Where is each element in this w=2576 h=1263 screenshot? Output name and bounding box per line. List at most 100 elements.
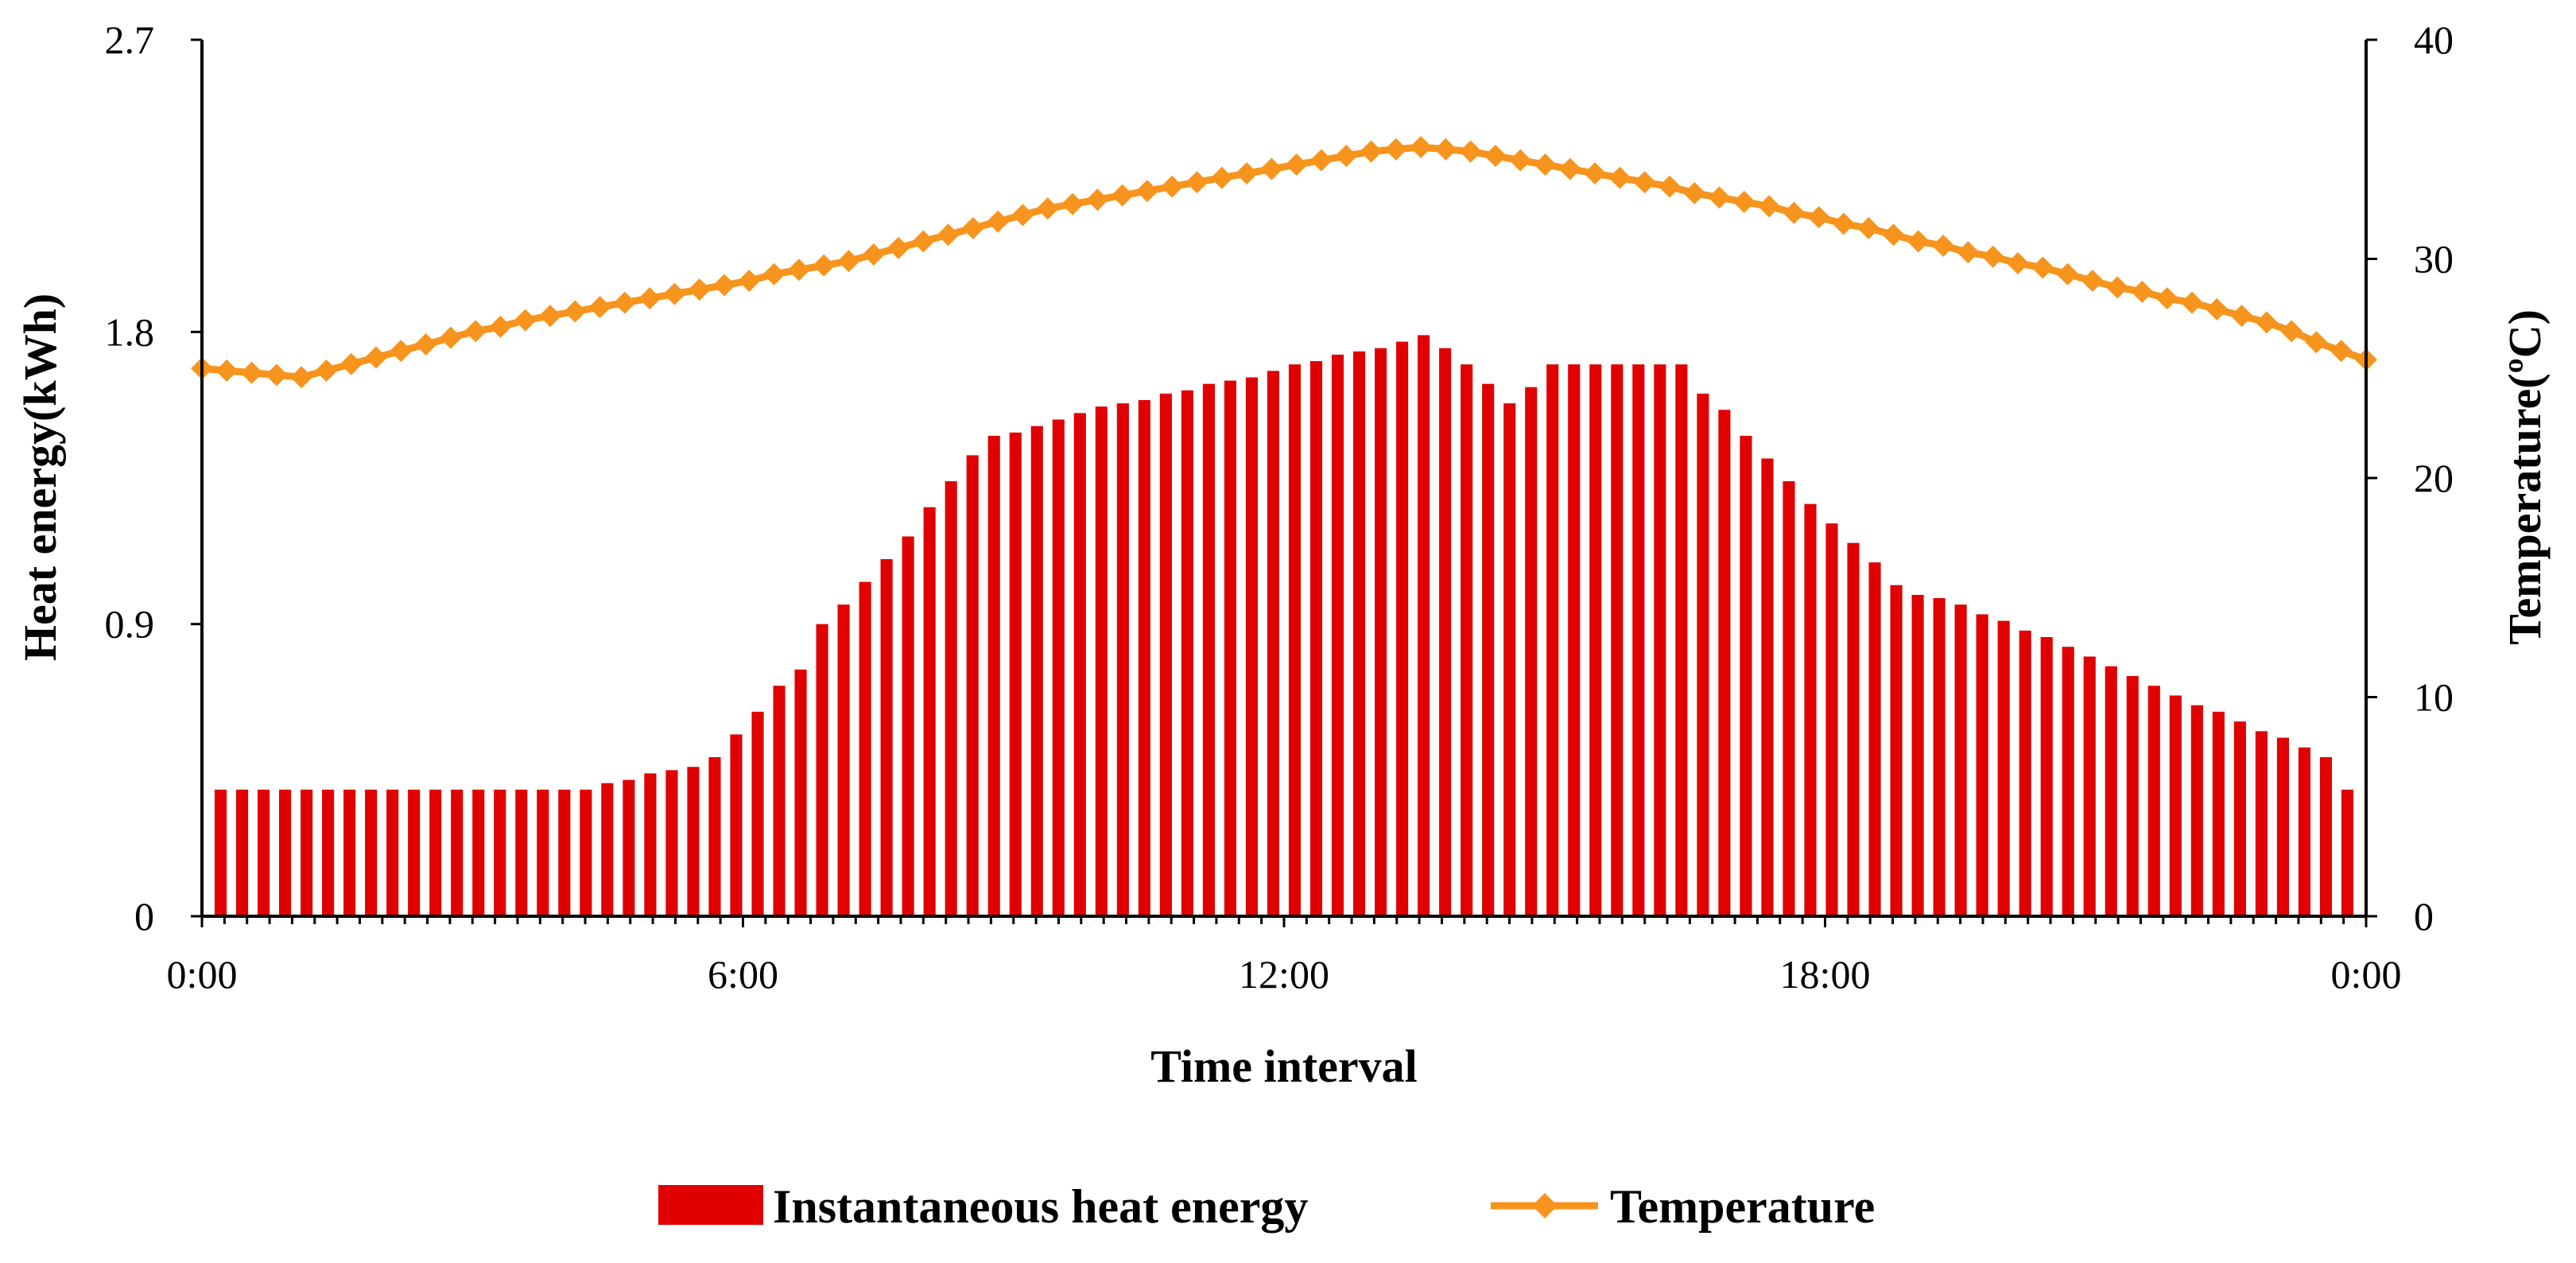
heat-energy-bar bbox=[1396, 341, 1409, 917]
temperature-point bbox=[1236, 162, 1259, 185]
heat-energy-bar bbox=[429, 789, 442, 916]
temperature-point bbox=[1758, 195, 1781, 218]
heat-energy-bar bbox=[1568, 364, 1581, 916]
temperature-point bbox=[813, 254, 836, 277]
heat-energy-bar bbox=[1783, 481, 1795, 916]
temperature-point bbox=[2056, 262, 2079, 286]
heat-energy-bar bbox=[1675, 364, 1688, 916]
heat-energy-bar bbox=[1009, 432, 1022, 916]
temperature-point bbox=[315, 359, 338, 383]
heat-energy-bar bbox=[708, 757, 721, 916]
heat-energy-bar bbox=[902, 536, 914, 916]
temperature-point bbox=[937, 223, 960, 247]
heat-energy-bar bbox=[301, 789, 313, 916]
heat-energy-bar bbox=[751, 711, 764, 916]
temperature-point bbox=[539, 305, 562, 328]
temperature-point bbox=[2106, 276, 2129, 299]
left-y-tick-label: 1.8 bbox=[105, 309, 155, 354]
heat-energy-bar bbox=[1375, 348, 1387, 916]
heat-energy-bar bbox=[1309, 361, 1323, 916]
temperature-point bbox=[2230, 305, 2253, 328]
heat-energy-bar bbox=[1933, 598, 1946, 916]
heat-energy-bar bbox=[1202, 383, 1215, 916]
heat-energy-bar bbox=[1761, 458, 1774, 916]
legend-label-temperature: Temperature bbox=[1610, 1180, 1875, 1233]
temperature-point bbox=[1011, 204, 1034, 227]
heat-energy-bar bbox=[2298, 747, 2311, 916]
heat-energy-bar bbox=[1245, 377, 1259, 917]
temperature-point bbox=[489, 315, 512, 338]
heat-energy-bar bbox=[2040, 636, 2053, 916]
heat-energy-bar bbox=[1804, 503, 1817, 916]
temperature-point bbox=[862, 243, 885, 266]
right-y-tick-label: 20 bbox=[2414, 456, 2454, 500]
legend-swatch-heat-energy bbox=[658, 1185, 763, 1225]
temperature-point bbox=[1633, 171, 1656, 194]
temperature-point bbox=[1484, 145, 1507, 168]
x-tick-label: 0:00 bbox=[167, 952, 238, 997]
temperature-point bbox=[1534, 154, 1557, 177]
temperature-point bbox=[414, 332, 437, 356]
temperature-point bbox=[1135, 180, 1158, 203]
temperature-point bbox=[762, 262, 786, 286]
heat-energy-bar bbox=[2212, 711, 2225, 916]
temperature-point bbox=[1384, 138, 1407, 161]
right-y-axis-title: Temperature(ºC) bbox=[2499, 309, 2551, 645]
temperature-point bbox=[1309, 149, 1333, 172]
heat-energy-bar bbox=[472, 789, 485, 916]
heat-energy-bar bbox=[1224, 380, 1237, 916]
heat-energy-bar bbox=[386, 789, 399, 916]
temperature-point bbox=[1882, 223, 1905, 247]
temperature-point bbox=[638, 287, 661, 310]
heat-energy-bar bbox=[859, 581, 871, 916]
heat-energy-bar bbox=[235, 789, 249, 916]
heat-energy-bar bbox=[1439, 348, 1452, 916]
temperature-point bbox=[1608, 166, 1631, 189]
x-tick-label: 6:00 bbox=[708, 952, 778, 997]
temperature-point bbox=[2006, 252, 2029, 275]
heat-energy-bar bbox=[2147, 686, 2160, 916]
heat-energy-bar bbox=[1890, 585, 1903, 916]
heat-energy-bar bbox=[1030, 426, 1043, 916]
temperature-point bbox=[1335, 145, 1358, 168]
heat-energy-bar bbox=[1116, 403, 1129, 916]
heat-energy-bar bbox=[408, 789, 421, 916]
right-y-tick-label: 40 bbox=[2414, 17, 2454, 62]
heat-energy-bar bbox=[2255, 731, 2268, 916]
heat-energy-bar bbox=[1911, 594, 1924, 916]
heat-energy-bar bbox=[623, 779, 635, 916]
left-y-tick-label: 2.7 bbox=[105, 17, 155, 62]
temperature-point bbox=[1285, 154, 1308, 177]
heat-energy-bar bbox=[343, 789, 356, 916]
heat-energy-bar bbox=[1482, 383, 1495, 916]
bar-series-layer bbox=[214, 335, 2354, 917]
temperature-point bbox=[439, 326, 462, 349]
heat-energy-bar bbox=[515, 789, 528, 916]
heat-energy-bar bbox=[966, 455, 979, 916]
heat-energy-bar bbox=[1740, 435, 1752, 916]
heat-energy-bar bbox=[1331, 354, 1344, 916]
temperature-point bbox=[464, 320, 487, 343]
heat-energy-bar bbox=[2319, 757, 2333, 916]
x-tick-label: 0:00 bbox=[2331, 952, 2402, 997]
temperature-point bbox=[2330, 340, 2353, 363]
heat-energy-bar bbox=[1997, 620, 2010, 916]
temperature-point bbox=[738, 270, 761, 293]
heat-energy-bar bbox=[1267, 371, 1280, 916]
heat-energy-bar bbox=[214, 789, 227, 916]
temperature-point bbox=[1708, 186, 1731, 209]
temperature-point bbox=[1783, 201, 1806, 224]
temperature-point bbox=[1086, 188, 1109, 212]
heat-energy-bar bbox=[1847, 542, 1860, 916]
temperature-point bbox=[837, 250, 860, 273]
heat-energy-bar bbox=[2062, 647, 2074, 916]
heat-energy-bar bbox=[1718, 410, 1731, 916]
left-y-ticks: 0 0.9 1.8 2.7 bbox=[105, 17, 202, 939]
heat-energy-bar bbox=[2190, 705, 2203, 916]
left-y-tick-label: 0.9 bbox=[105, 602, 155, 647]
heat-energy-bar bbox=[2083, 656, 2096, 916]
heat-energy-bar bbox=[601, 783, 614, 916]
temperature-point bbox=[2031, 256, 2054, 279]
